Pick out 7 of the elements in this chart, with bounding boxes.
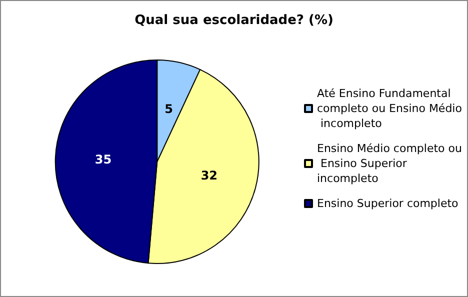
data-label: 5 xyxy=(164,102,173,116)
data-label: 32 xyxy=(200,168,218,183)
legend-label: Ensino Superior completo xyxy=(317,197,459,210)
data-label: 35 xyxy=(94,152,112,166)
chart-title: Qual sua escolaridade? (%) xyxy=(134,13,334,28)
legend-label: Ensino Médio completo ou Ensino Superior incompleto xyxy=(317,142,462,185)
legend-label: Até Ensino Fundamental completo ou Ensino Médio incompleto xyxy=(317,87,462,130)
